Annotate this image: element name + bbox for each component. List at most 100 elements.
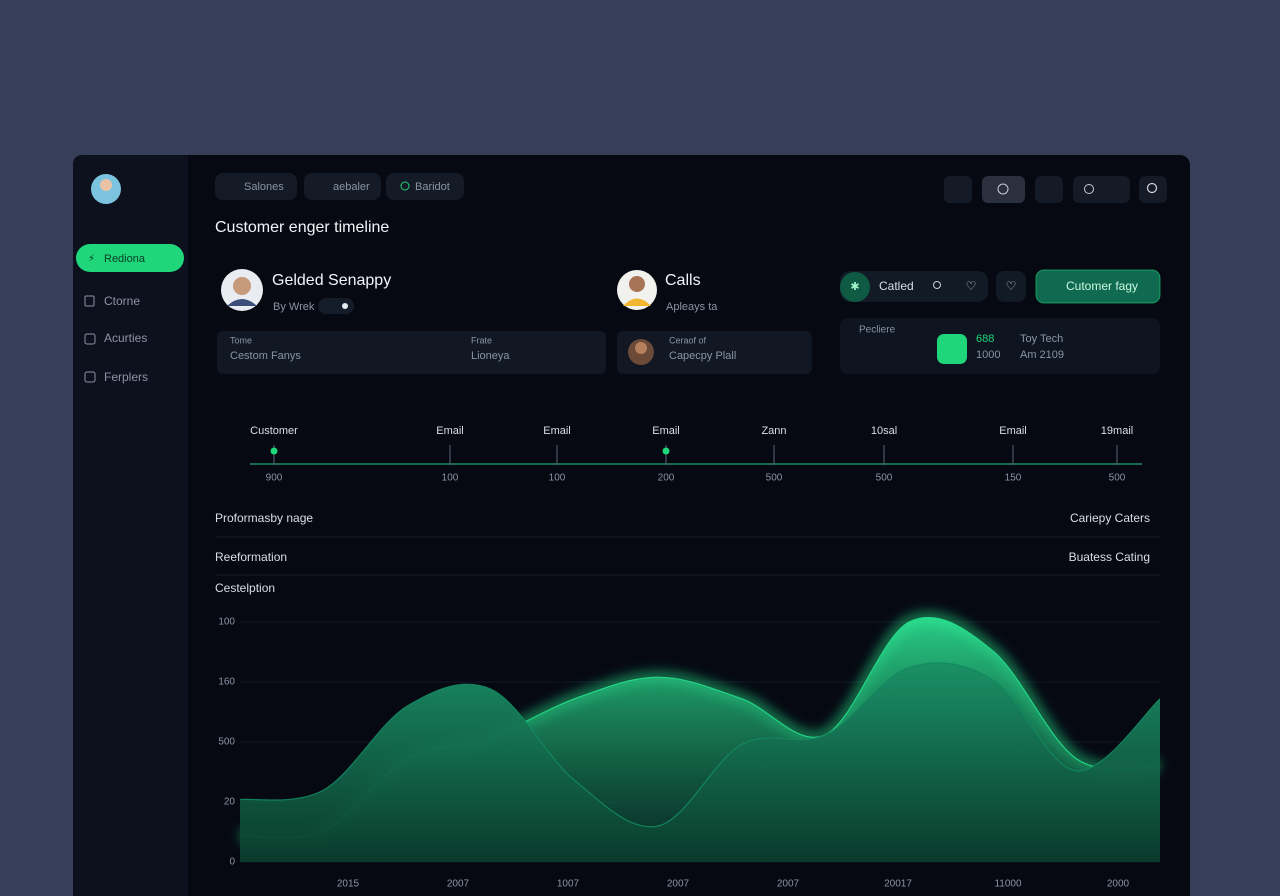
icon — [997, 183, 1009, 195]
timeline-value: 150 — [1005, 473, 1022, 484]
call-icon[interactable] — [840, 272, 870, 302]
search-icon — [1146, 182, 1158, 194]
tab-icon — [400, 181, 410, 191]
icon — [1084, 184, 1094, 194]
row-label: Proformasby nage — [215, 511, 313, 525]
toggle-knob — [342, 303, 348, 309]
preview-name: Toy Tech — [1020, 333, 1063, 345]
timeline-value: 900 — [266, 473, 283, 484]
timeline-label: Email — [652, 425, 680, 437]
preview-label: Pecliere — [859, 325, 896, 336]
call-label: Catled — [879, 279, 914, 293]
x-tick-label: 2015 — [337, 879, 360, 890]
primary-label: Cutomer fagy — [1066, 279, 1138, 293]
avatar-body — [623, 298, 651, 306]
info-value: Lioneya — [471, 350, 510, 362]
tab[interactable] — [304, 173, 381, 200]
x-tick-label: 2007 — [777, 879, 800, 890]
x-tick-label: 11000 — [994, 879, 1022, 890]
calls-title: Calls — [665, 272, 701, 289]
x-tick-label: 1007 — [557, 879, 580, 890]
toggle[interactable] — [318, 298, 354, 314]
area-line — [239, 662, 1161, 828]
avatar-face — [629, 276, 645, 292]
timeline-dot — [662, 447, 670, 455]
nav-icon — [84, 295, 95, 307]
tab-label: Salones — [244, 181, 284, 193]
timeline-dot — [270, 447, 278, 455]
icon[interactable] — [933, 281, 941, 289]
timeline-label: Email — [543, 425, 571, 437]
profile-name: Gelded Senappy — [272, 272, 391, 289]
preview-box — [840, 318, 1160, 374]
nav-item[interactable]: Ctorne — [104, 294, 140, 308]
icon-button[interactable] — [1035, 176, 1063, 203]
icon: ♡ — [1006, 279, 1017, 293]
nav-item[interactable]: Rediona — [104, 253, 146, 265]
tab-label: aebaler — [333, 181, 370, 193]
x-tick-label: 2007 — [667, 879, 690, 890]
avatar-face — [100, 179, 112, 191]
timeline-label: Email — [436, 425, 464, 437]
timeline-label: 19mail — [1101, 425, 1133, 437]
info-label: Tome — [230, 335, 252, 345]
x-tick-label: 2000 — [1107, 879, 1130, 890]
y-tick-label: 160 — [218, 677, 235, 688]
timeline-value: 500 — [876, 473, 893, 484]
search-button[interactable] — [1139, 176, 1167, 203]
contact-label: Ceraof of — [669, 335, 707, 345]
timeline-label: Customer — [250, 425, 298, 437]
icon-button[interactable] — [1073, 176, 1130, 203]
preview-icon — [937, 334, 967, 364]
call-glyph: ✱ — [850, 281, 859, 293]
x-tick-label: 2007 — [447, 879, 470, 890]
info-box — [217, 331, 606, 374]
timeline-value: 500 — [1109, 473, 1126, 484]
nav-item[interactable]: Acurties — [104, 331, 147, 345]
avatar-body — [227, 299, 257, 306]
row-label: Reeformation — [215, 550, 287, 564]
timeline-value: 100 — [442, 473, 459, 484]
profile-subtitle: By Wrek — [273, 301, 315, 313]
tab-label: Baridot — [415, 181, 450, 193]
y-tick-label: 100 — [218, 617, 235, 628]
call-control[interactable] — [840, 271, 988, 302]
icon[interactable]: ♡ — [966, 279, 977, 293]
y-tick-label: 20 — [224, 797, 236, 808]
chart-title: Cestelption — [215, 581, 275, 595]
info-label: Frate — [471, 335, 492, 345]
preview-stat: 688 — [976, 333, 994, 345]
contact-box — [617, 331, 812, 374]
icon-button[interactable] — [944, 176, 972, 203]
timeline-label: Email — [999, 425, 1027, 437]
timeline-value: 200 — [658, 473, 675, 484]
preview-stat: 1000 — [976, 349, 1000, 361]
y-tick-label: 500 — [218, 737, 235, 748]
page-title: Customer enger timeline — [215, 219, 389, 236]
avatar-face — [635, 342, 647, 354]
calls-subtitle: Apleays ta — [666, 301, 718, 313]
tab[interactable] — [215, 173, 297, 200]
y-tick-label: 0 — [229, 857, 235, 868]
tab[interactable] — [386, 173, 464, 200]
preview-time: Am 2109 — [1020, 349, 1064, 361]
nav-active[interactable] — [76, 244, 184, 272]
avatar-face — [233, 277, 251, 295]
timeline-value: 100 — [549, 473, 566, 484]
icon-button[interactable] — [982, 176, 1025, 203]
sidebar — [73, 155, 188, 896]
x-tick-label: 20017 — [884, 879, 912, 890]
info-value: Cestom Fanys — [230, 350, 301, 362]
contact-value: Capecpy Plall — [669, 350, 736, 362]
timeline-label: Zann — [761, 425, 786, 437]
nav-icon — [84, 333, 96, 345]
icon-button[interactable] — [996, 271, 1026, 302]
nav-item[interactable]: Ferplers — [104, 370, 148, 384]
timeline-label: 10sal — [871, 425, 897, 437]
row-value: Cariepy Caters — [1070, 511, 1150, 525]
row-value: Buatess Cating — [1069, 550, 1150, 564]
timeline-value: 500 — [766, 473, 783, 484]
primary-button[interactable] — [1035, 269, 1161, 304]
